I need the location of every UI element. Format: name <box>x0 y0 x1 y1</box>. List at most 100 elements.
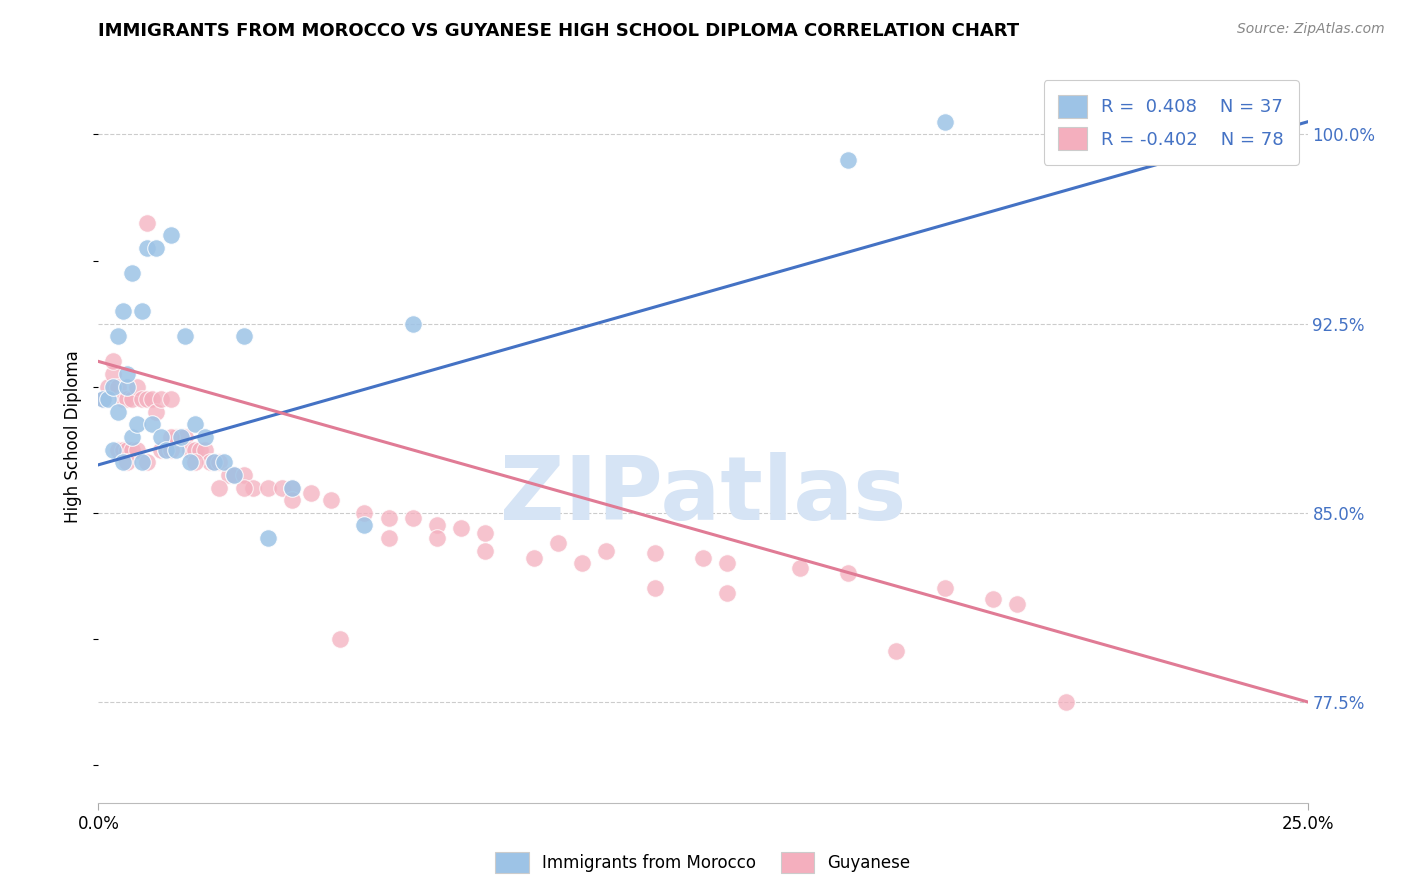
Point <box>281 493 304 508</box>
Point <box>131 392 153 407</box>
Point <box>111 392 134 407</box>
Text: ZIPatlas: ZIPatlas <box>501 452 905 539</box>
Point <box>198 455 221 469</box>
Point <box>150 442 173 457</box>
Point <box>837 566 859 581</box>
Point <box>121 442 143 457</box>
Point <box>91 392 114 407</box>
Point <box>184 417 207 432</box>
Point <box>160 392 183 407</box>
Point <box>160 430 183 444</box>
Point <box>329 632 352 646</box>
Point <box>135 455 157 469</box>
Point <box>1007 597 1029 611</box>
Point <box>117 455 139 469</box>
Point <box>97 379 120 393</box>
Point <box>208 455 231 469</box>
Point <box>169 430 191 444</box>
Point <box>145 241 167 255</box>
Point <box>474 543 496 558</box>
Point <box>474 525 496 540</box>
Point <box>127 379 149 393</box>
Point <box>242 481 264 495</box>
Point <box>194 430 217 444</box>
Point <box>353 506 375 520</box>
Point <box>107 329 129 343</box>
Point <box>150 392 173 407</box>
Point <box>232 329 254 343</box>
Point <box>135 216 157 230</box>
Point <box>165 430 187 444</box>
Point <box>131 455 153 469</box>
Point <box>218 467 240 482</box>
Point <box>117 442 139 457</box>
Point <box>135 241 157 255</box>
Point <box>981 591 1004 606</box>
Point <box>165 442 187 457</box>
Point <box>281 481 304 495</box>
Y-axis label: High School Diploma: High School Diploma <box>65 351 83 524</box>
Point <box>101 354 124 368</box>
Point <box>716 586 738 600</box>
Point <box>160 228 183 243</box>
Point <box>256 481 278 495</box>
Point <box>204 455 226 469</box>
Point <box>169 430 191 444</box>
Point <box>155 442 177 457</box>
Text: IMMIGRANTS FROM MOROCCO VS GUYANESE HIGH SCHOOL DIPLOMA CORRELATION CHART: IMMIGRANTS FROM MOROCCO VS GUYANESE HIGH… <box>98 22 1019 40</box>
Point <box>271 481 294 495</box>
Point <box>155 442 177 457</box>
Point <box>319 493 342 508</box>
Point <box>692 551 714 566</box>
Point <box>111 304 134 318</box>
Point <box>117 392 139 407</box>
Point <box>837 153 859 167</box>
Point <box>141 392 163 407</box>
Point <box>934 582 956 596</box>
Point <box>450 521 472 535</box>
Point <box>571 556 593 570</box>
Point <box>402 317 425 331</box>
Legend: R =  0.408    N = 37, R = -0.402    N = 78: R = 0.408 N = 37, R = -0.402 N = 78 <box>1043 80 1299 165</box>
Point <box>174 329 197 343</box>
Point <box>127 417 149 432</box>
Point <box>402 510 425 524</box>
Point <box>117 379 139 393</box>
Point <box>145 405 167 419</box>
Point <box>222 467 245 482</box>
Point <box>131 304 153 318</box>
Point <box>281 481 304 495</box>
Point <box>179 455 201 469</box>
Point <box>204 455 226 469</box>
Point <box>426 531 449 545</box>
Point <box>184 442 207 457</box>
Point <box>886 644 908 658</box>
Point <box>299 485 322 500</box>
Point <box>107 379 129 393</box>
Point <box>188 442 211 457</box>
Point <box>91 392 114 407</box>
Point <box>101 379 124 393</box>
Point <box>232 467 254 482</box>
Point <box>595 543 617 558</box>
Point <box>160 442 183 457</box>
Point <box>644 582 666 596</box>
Point <box>174 430 197 444</box>
Point <box>107 442 129 457</box>
Point <box>107 405 129 419</box>
Point <box>150 430 173 444</box>
Point <box>353 518 375 533</box>
Point <box>1054 695 1077 709</box>
Point <box>426 518 449 533</box>
Text: Source: ZipAtlas.com: Source: ZipAtlas.com <box>1237 22 1385 37</box>
Point <box>523 551 546 566</box>
Point <box>716 556 738 570</box>
Point <box>121 266 143 280</box>
Point <box>547 536 569 550</box>
Point <box>179 442 201 457</box>
Point <box>377 510 399 524</box>
Point <box>184 455 207 469</box>
Point <box>121 430 143 444</box>
Point <box>256 531 278 545</box>
Point <box>232 481 254 495</box>
